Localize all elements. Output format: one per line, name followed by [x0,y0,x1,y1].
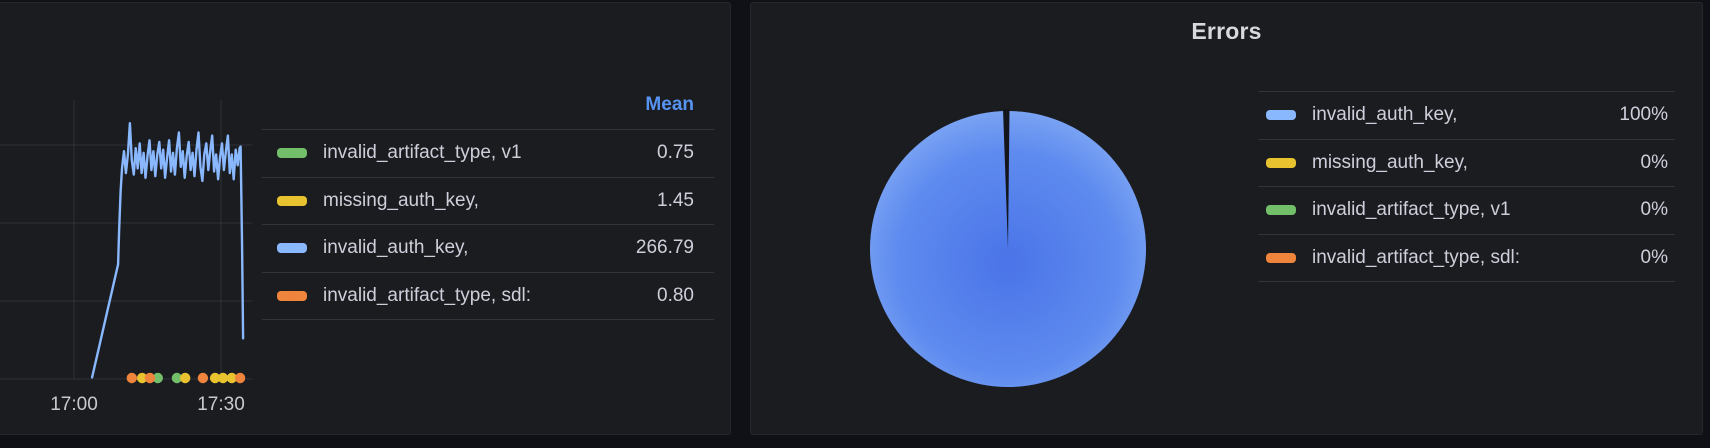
legend-row[interactable]: missing_auth_key, 0% [1258,138,1675,187]
timeseries-panel: 17:00 17:30 Mean invalid_artifact_type, v… [0,2,731,435]
legend-swatch-yellow[interactable] [1266,157,1296,168]
pie-legend: invalid_auth_key, 100% missing_auth_key, 0%… [1258,91,1675,282]
legend-swatch-blue[interactable] [1266,110,1296,121]
legend-series-label[interactable]: missing_auth_key, [323,189,479,211]
series-marker-green [152,372,163,384]
pie-zero-slices-slit [1003,109,1010,249]
legend-series-label[interactable]: invalid_artifact_type, v1 [323,142,522,164]
series-marker-orange [234,372,246,384]
legend-value: 0.75 [657,142,694,164]
panel-title: Errors [1191,18,1262,44]
legend-series-label[interactable]: invalid_artifact_type, sdl: [1312,246,1521,268]
legend-mean-header[interactable]: Mean [645,94,694,115]
legend-swatch-green[interactable] [277,148,307,159]
pie-chart[interactable] [751,3,1702,434]
legend-series-label[interactable]: invalid_auth_key, [1312,104,1458,126]
timeseries-legend: invalid_artifact_type, v1 0.75 missing_aut… [262,129,714,320]
series-marker-yellow [180,372,191,384]
pie-panel: Errors invalid_auth_key, 100% missing_auth… [750,2,1703,435]
series-marker-yellow [136,372,148,384]
legend-value: 0% [1640,246,1668,268]
legend-row[interactable]: missing_auth_key, 1.45 [262,176,714,225]
legend-swatch-green[interactable] [1266,205,1296,216]
legend-row[interactable]: invalid_artifact_type, sdl: 0.80 [262,271,714,320]
legend-row[interactable]: invalid_auth_key, 266.79 [262,224,714,272]
legend-value: 100% [1619,104,1668,126]
legend-value: 0% [1640,151,1668,173]
legend-row[interactable]: invalid_artifact_type, v1 0.75 [262,129,714,177]
series-marker-yellow [209,372,221,384]
legend-row[interactable]: invalid_artifact_type, v1 0% [1258,186,1675,234]
legend-series-label[interactable]: missing_auth_key, [1312,151,1468,173]
legend-value: 1.45 [657,189,694,211]
series-marker-orange [144,372,156,384]
legend-swatch-yellow[interactable] [277,195,307,206]
series-line-invalid-auth-key [90,122,245,379]
legend-swatch-orange[interactable] [277,290,307,301]
x-tick-label: 17:30 [197,394,245,415]
legend-row[interactable]: invalid_artifact_type, sdl: 0% [1258,233,1675,282]
legend-value: 266.79 [635,237,694,259]
series-marker-yellow [217,372,229,384]
legend-series-label[interactable]: invalid_artifact_type, v1 [1312,199,1511,221]
series-marker-orange [126,372,137,384]
x-tick-label: 17:00 [50,394,98,415]
legend-swatch-blue[interactable] [277,243,307,254]
series-marker-orange [197,372,209,384]
timeseries-chart[interactable] [0,3,731,436]
legend-series-label[interactable]: invalid_artifact_type, sdl: [323,284,532,306]
legend-value: 0.80 [657,284,694,306]
legend-swatch-orange[interactable] [1266,252,1296,263]
series-marker-green [171,372,183,384]
legend-row[interactable]: invalid_auth_key, 100% [1258,91,1675,139]
legend-value: 0% [1640,199,1668,221]
legend-series-label[interactable]: invalid_auth_key, [323,237,469,259]
series-marker-yellow [226,372,237,384]
